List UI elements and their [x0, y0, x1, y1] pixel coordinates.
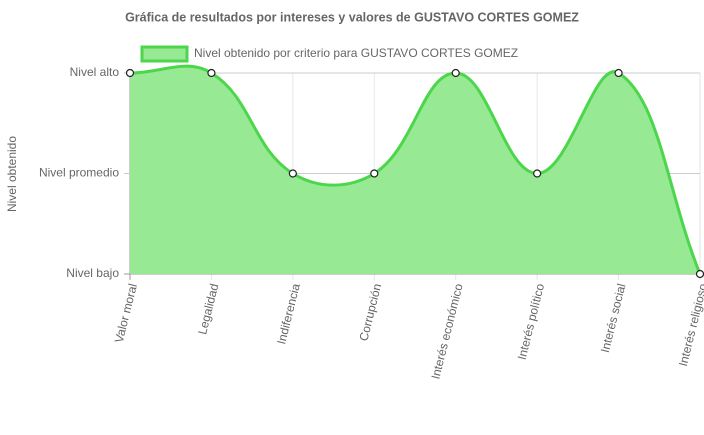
point	[451, 68, 460, 78]
x-tick-label: Corrupción	[356, 282, 384, 342]
point	[207, 68, 216, 78]
x-tick-label: Valor moral	[112, 282, 140, 344]
y-tick-label: Nivel promedio	[39, 166, 119, 180]
point	[125, 68, 135, 78]
point	[614, 68, 623, 78]
y-tick-label: Nivel bajo	[66, 266, 119, 280]
x-tick-label: Interés social	[598, 282, 629, 354]
x-tick-label: Interés político	[515, 282, 548, 361]
x-tick-label: Legalidad	[195, 282, 221, 336]
area	[130, 66, 700, 275]
point	[288, 169, 297, 178]
x-tick-label: Indiferencia	[274, 282, 303, 346]
point	[695, 269, 704, 279]
point	[533, 169, 542, 178]
y-tick-label: Nivel alto	[70, 65, 120, 79]
legend-swatch	[140, 45, 189, 63]
chart-title: Gráfica de resultados por intereses y va…	[125, 10, 579, 24]
point	[370, 169, 379, 178]
y-axis-label: Nivel obtenido	[5, 136, 19, 212]
x-tick-label: Interés económico	[428, 282, 465, 381]
x-tick-label: Interés religioso	[676, 282, 704, 368]
legend-label: Nivel obtenido por criterio para GUSTAVO…	[194, 46, 518, 60]
